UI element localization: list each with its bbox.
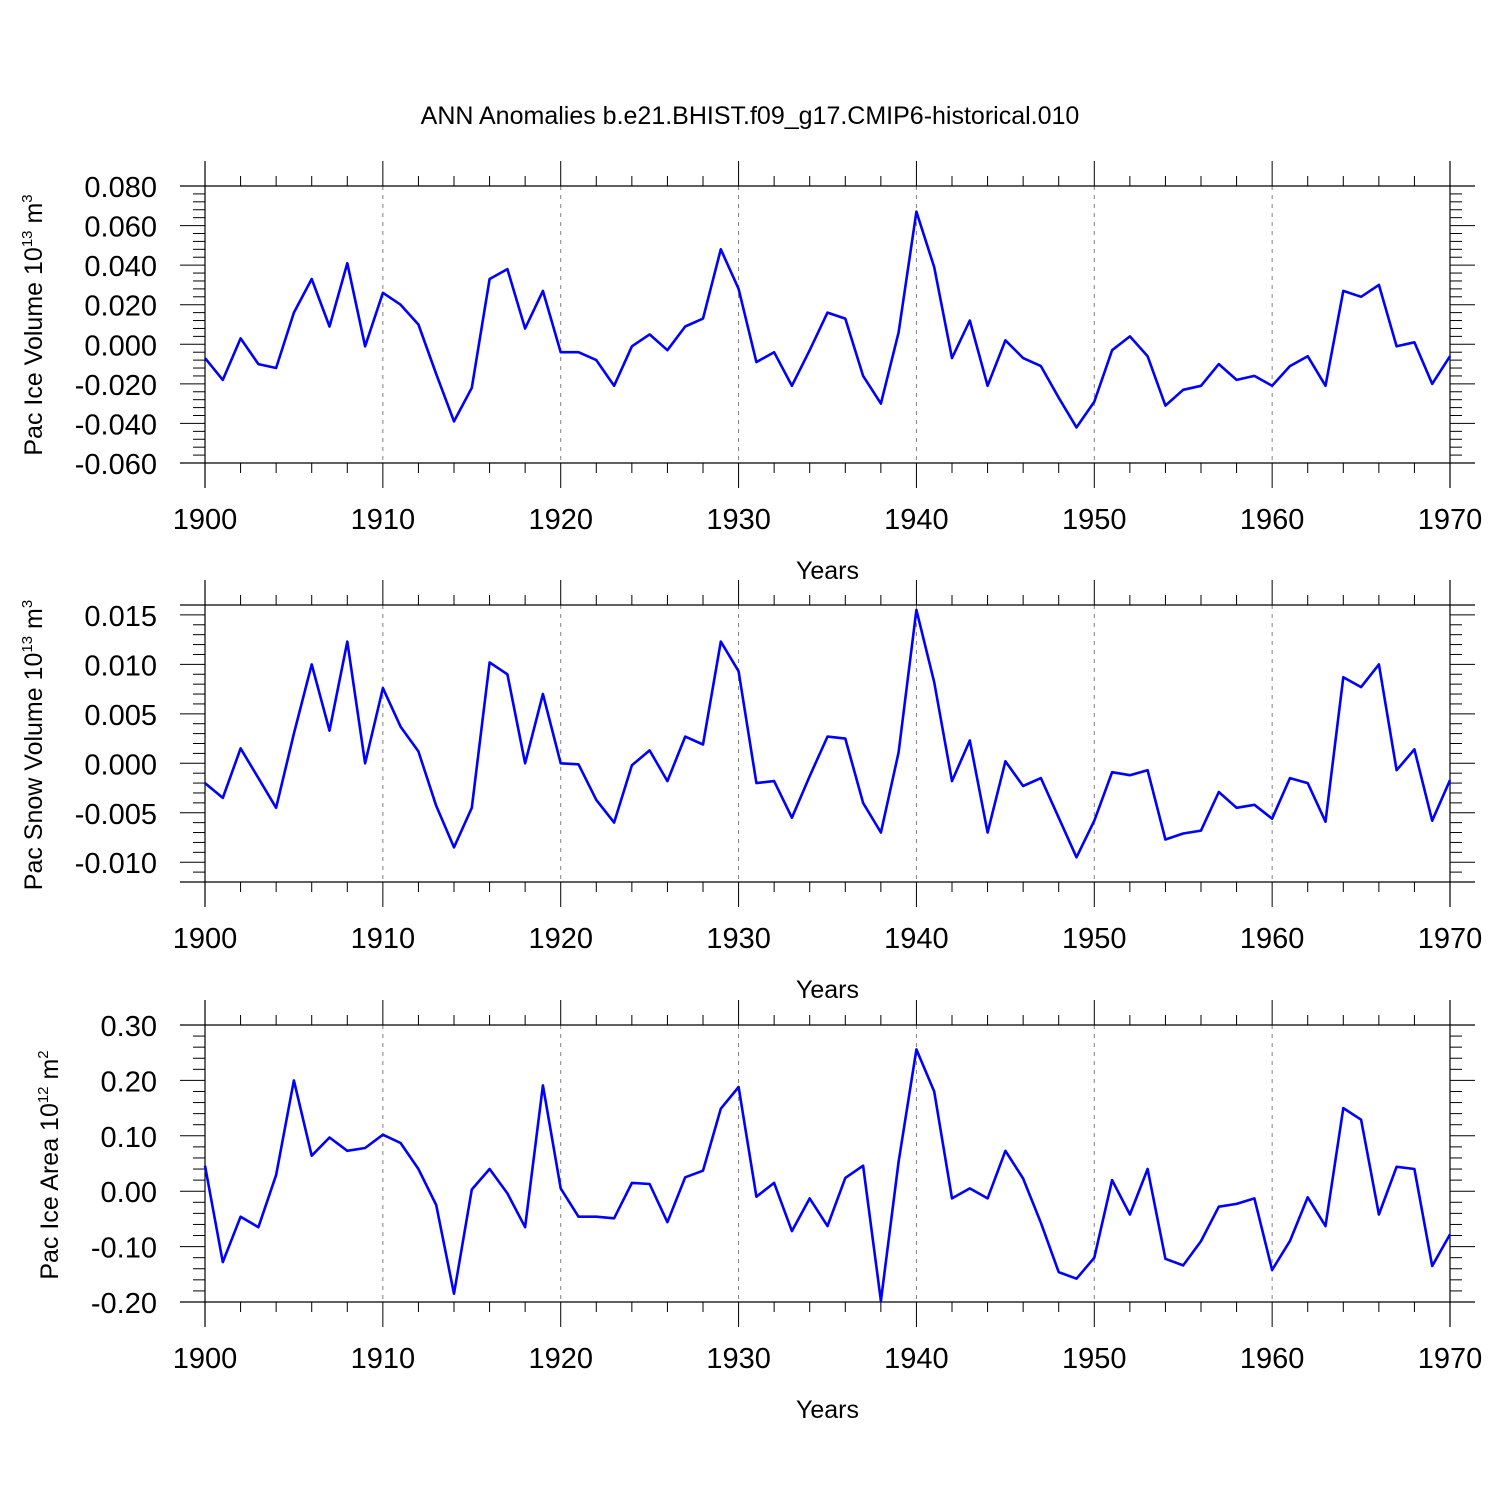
y-tick-label: 0.005 bbox=[84, 700, 157, 732]
x-tick-label: 1940 bbox=[884, 504, 949, 536]
y-axis-label-main: Pac Snow Volume 10 bbox=[20, 653, 48, 891]
y-axis-label: Pac Ice Area 1012 m2 bbox=[35, 1050, 64, 1279]
x-axis-label: Years bbox=[796, 557, 859, 585]
x-tick-label: 1970 bbox=[1418, 923, 1483, 955]
y-tick-label: 0.080 bbox=[84, 172, 157, 204]
y-tick-label: 0.040 bbox=[84, 251, 157, 283]
y-tick-label: 0.010 bbox=[84, 650, 157, 682]
y-tick-label: 0.30 bbox=[101, 1011, 157, 1043]
y-tick-label: 0.020 bbox=[84, 291, 157, 323]
x-tick-label: 1960 bbox=[1240, 923, 1305, 955]
x-tick-label: 1900 bbox=[173, 923, 238, 955]
y-axis-label-unit: m bbox=[36, 1059, 64, 1087]
y-axis-label-exponent: 13 bbox=[19, 636, 36, 653]
y-tick-label: 0.10 bbox=[101, 1122, 157, 1154]
y-axis-label-main: Pac Ice Area 10 bbox=[36, 1103, 64, 1280]
x-axis-label: Years bbox=[796, 976, 859, 1004]
x-tick-label: 1940 bbox=[884, 923, 949, 955]
x-tick-label: 1920 bbox=[528, 923, 593, 955]
x-tick-label: 1930 bbox=[706, 504, 771, 536]
panel-ice-area: 1900 1910 1920 1930 1940 1950 1960 1970 0.30 0.20… bbox=[35, 1000, 1482, 1424]
x-tick-label: 1920 bbox=[528, 1343, 593, 1375]
y-axis-label-main: Pac Ice Volume 10 bbox=[20, 247, 48, 455]
x-tick-label: 1930 bbox=[706, 1343, 771, 1375]
series-line-ice-area bbox=[203, 1048, 1452, 1303]
x-tick-label: 1910 bbox=[351, 923, 416, 955]
y-axis-label-unit-exponent: 3 bbox=[19, 194, 36, 202]
y-axis-label-unit: m bbox=[20, 203, 48, 231]
x-tick-label: 1920 bbox=[528, 504, 593, 536]
y-tick-label: -0.10 bbox=[91, 1233, 157, 1265]
y-axis-label-exponent: 13 bbox=[19, 230, 36, 247]
x-tick-label: 1950 bbox=[1062, 923, 1127, 955]
x-tick-label: 1900 bbox=[173, 1343, 238, 1375]
x-tick-label: 1970 bbox=[1418, 504, 1483, 536]
y-axis-label: Pac Ice Volume 1013 m3 bbox=[19, 194, 48, 455]
x-tick-label: 1900 bbox=[173, 504, 238, 536]
y-tick-label: 0.00 bbox=[101, 1177, 157, 1209]
panel-snow-volume: 1900 1910 1920 1930 1940 1950 1960 1970 0.015 0.0… bbox=[19, 580, 1482, 1004]
x-tick-label: 1910 bbox=[351, 504, 416, 536]
x-tick-label: 1960 bbox=[1240, 504, 1305, 536]
y-axis-label-unit-exponent: 3 bbox=[19, 600, 36, 608]
y-tick-label: 0.060 bbox=[84, 212, 157, 244]
x-tick-label: 1950 bbox=[1062, 504, 1127, 536]
x-tick-label: 1970 bbox=[1418, 1343, 1483, 1375]
y-tick-label: -0.060 bbox=[75, 449, 157, 481]
y-tick-label: 0.000 bbox=[84, 330, 157, 362]
y-axis-label-unit: m bbox=[20, 608, 48, 636]
figure-title: ANN Anomalies b.e21.BHIST.f09_g17.CMIP6-… bbox=[421, 102, 1080, 130]
y-tick-label: -0.005 bbox=[75, 799, 157, 831]
y-axis-label: Pac Snow Volume 1013 m3 bbox=[19, 600, 48, 890]
y-axis-label-exponent: 12 bbox=[35, 1086, 52, 1103]
x-axis-label: Years bbox=[796, 1396, 859, 1424]
y-tick-label: 0.20 bbox=[101, 1066, 157, 1098]
y-tick-label: 0.000 bbox=[84, 749, 157, 781]
y-tick-label: -0.20 bbox=[91, 1288, 157, 1320]
x-tick-label: 1960 bbox=[1240, 1343, 1305, 1375]
y-tick-label: 0.015 bbox=[84, 601, 157, 633]
x-tick-label: 1910 bbox=[351, 1343, 416, 1375]
y-axis-label-unit-exponent: 2 bbox=[35, 1050, 52, 1058]
x-tick-label: 1940 bbox=[884, 1343, 949, 1375]
x-tick-label: 1930 bbox=[706, 923, 771, 955]
series-line-ice-volume bbox=[203, 210, 1452, 429]
panel-ice-volume: 1900 1910 1920 1930 1940 1950 1960 1970 0.080 0.0… bbox=[19, 161, 1482, 585]
series-line-snow-volume bbox=[204, 608, 1452, 859]
y-tick-label: -0.040 bbox=[75, 409, 157, 441]
x-tick-label: 1950 bbox=[1062, 1343, 1127, 1375]
y-tick-label: -0.020 bbox=[75, 370, 157, 402]
y-tick-label: -0.010 bbox=[75, 848, 157, 880]
panels: 1900 1910 1920 1930 1940 1950 1960 1970 0.080 0.0… bbox=[19, 161, 1482, 1424]
